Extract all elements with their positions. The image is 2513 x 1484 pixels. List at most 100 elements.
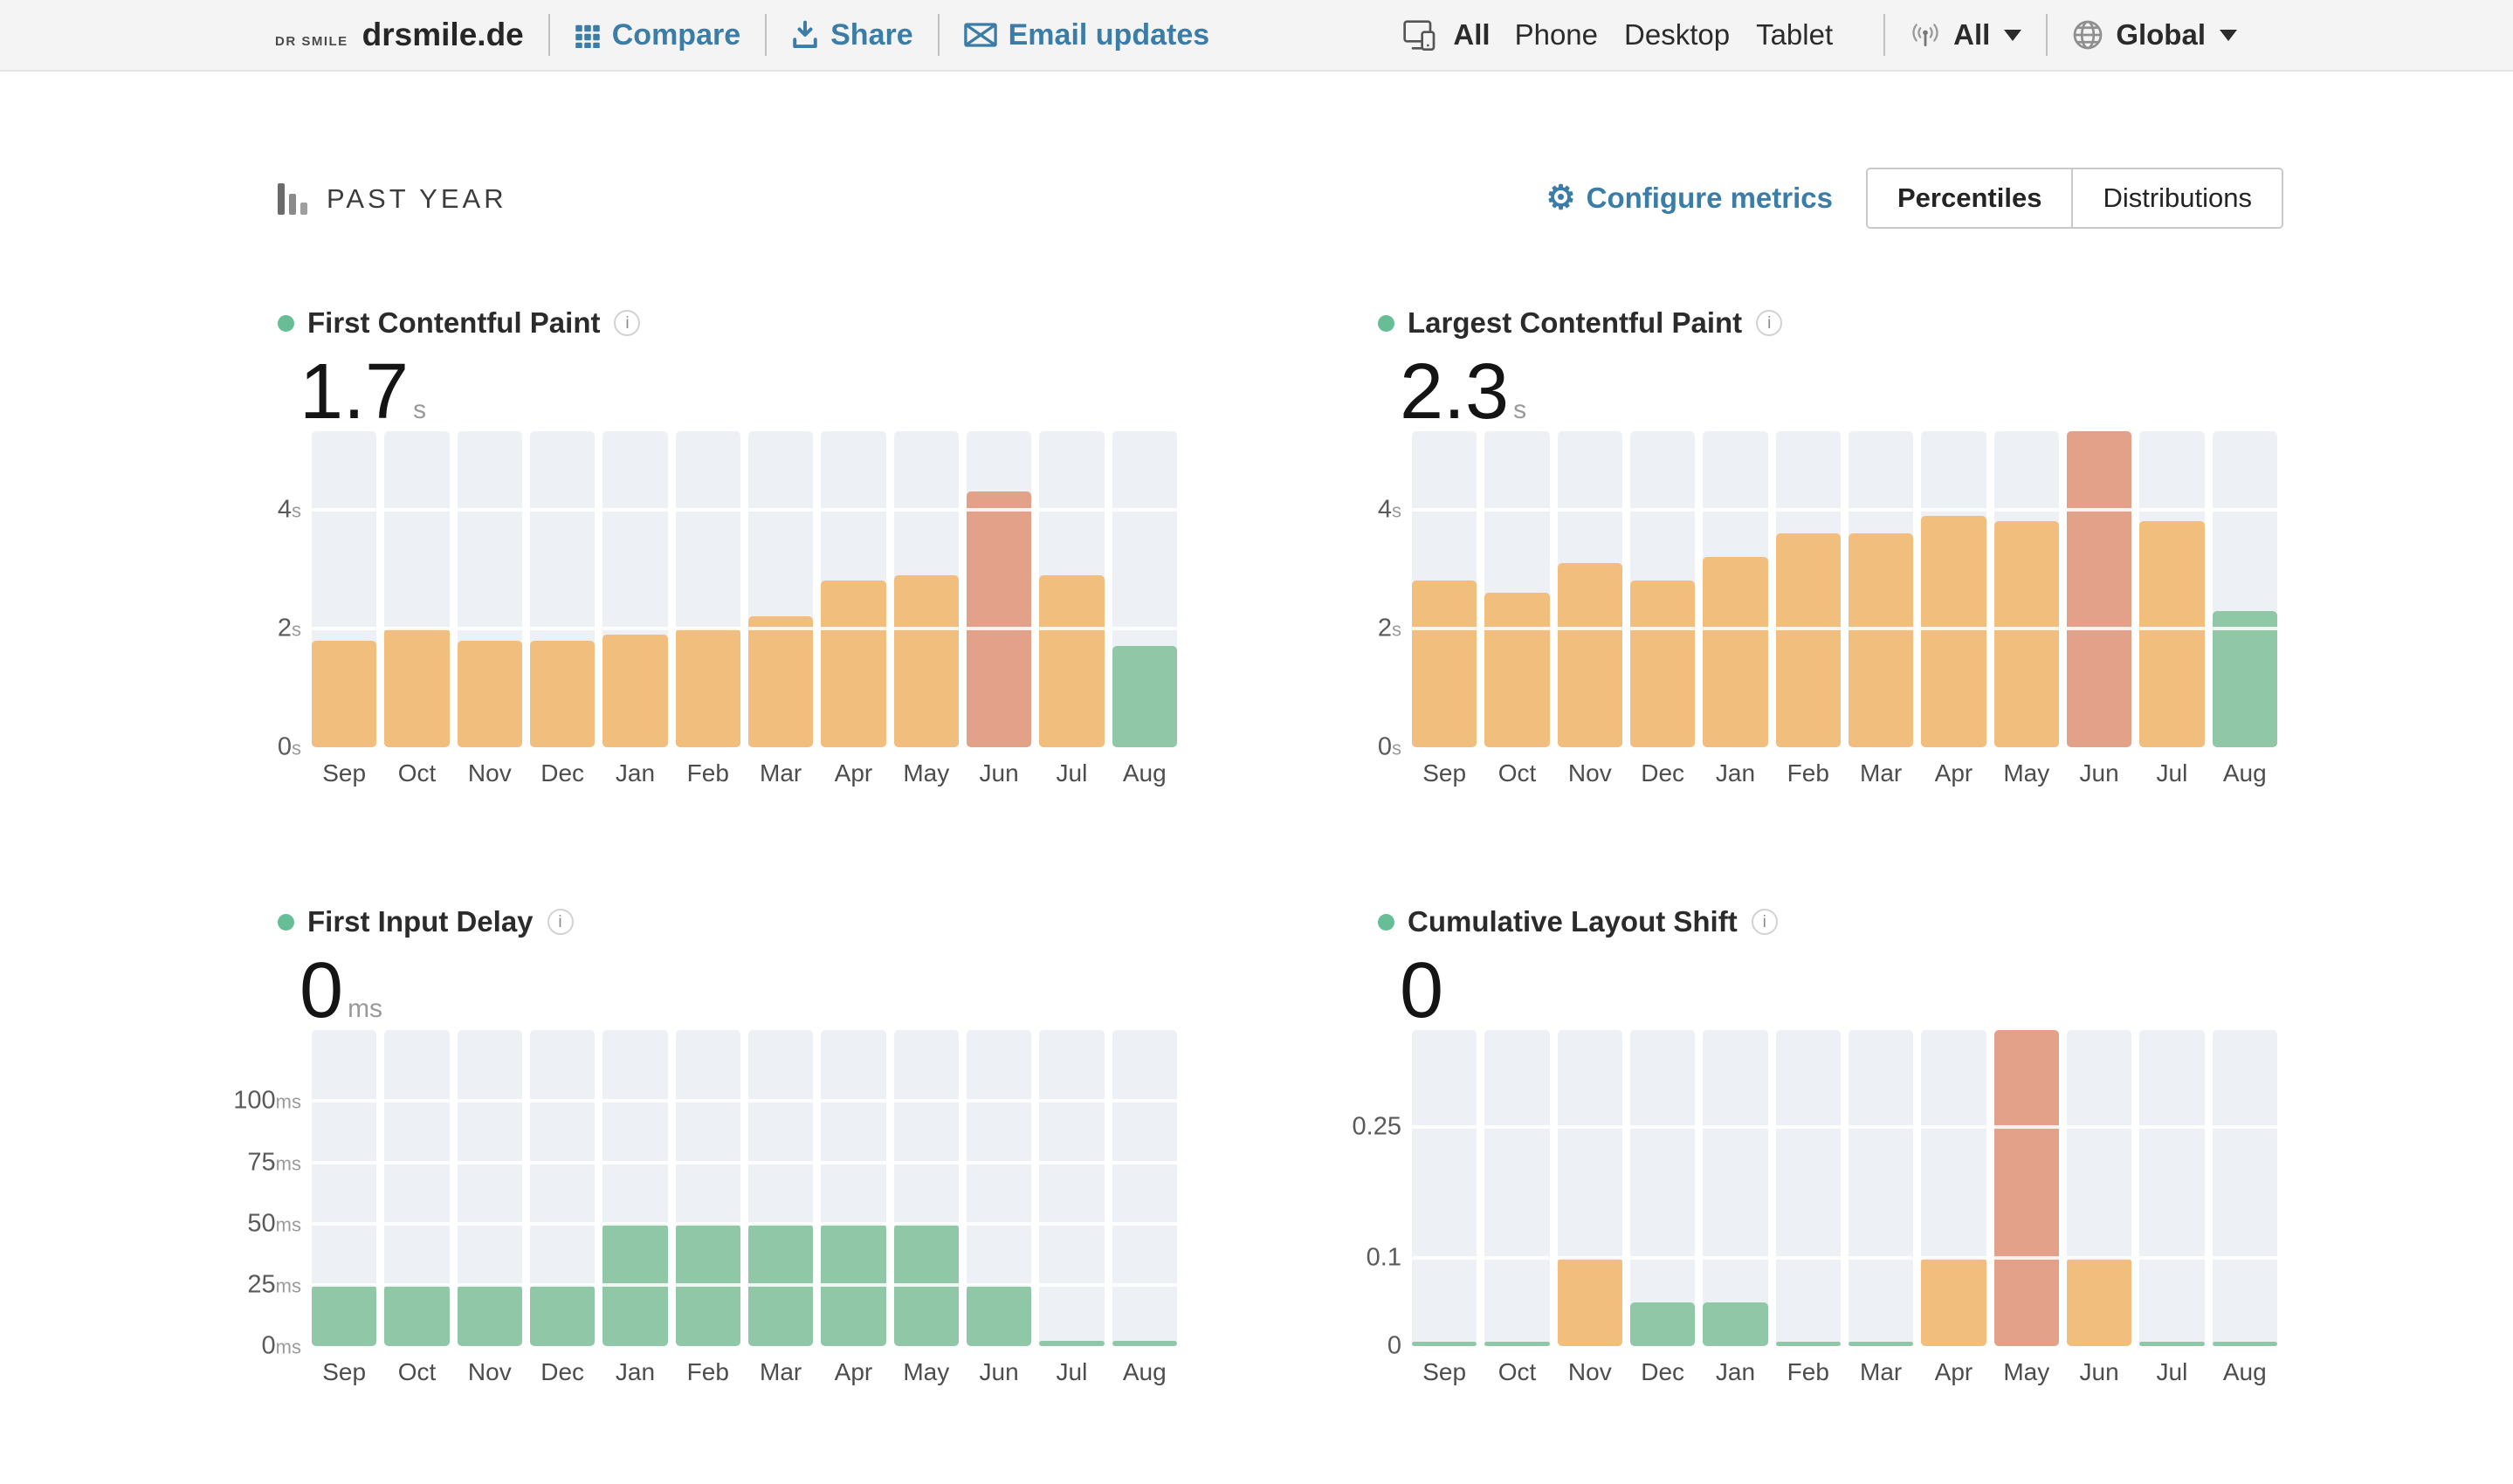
bar-good xyxy=(312,1284,377,1346)
x-label: Oct xyxy=(397,1358,437,1385)
bar-column-jul[interactable] xyxy=(1039,1030,1105,1346)
bar-column-may[interactable] xyxy=(893,1030,959,1346)
configure-metrics-button[interactable]: ⚙ Configure metrics xyxy=(1546,182,1833,215)
bar-column-oct[interactable] xyxy=(1484,1030,1550,1346)
region-dropdown[interactable]: Global xyxy=(2072,18,2237,52)
chart-header: First Input Delay i xyxy=(278,904,1177,939)
bar-column-may[interactable] xyxy=(1993,431,2059,747)
bar-column-mar[interactable] xyxy=(1848,431,1914,747)
bar-good xyxy=(1629,1302,1696,1346)
region-value: Global xyxy=(2116,18,2206,51)
chart-cumulative-layout-shift: Cumulative Layout Shift i 0 0.1 0.25 0 Sep… xyxy=(1353,904,2277,1386)
bar-column-dec[interactable] xyxy=(529,431,596,747)
bar-column-jan[interactable] xyxy=(602,1030,668,1346)
bar-column-aug[interactable] xyxy=(2212,1030,2277,1346)
headline-number: 0 xyxy=(299,947,344,1034)
device-filter-tablet[interactable]: Tablet xyxy=(1756,18,1834,51)
bar-column-sep[interactable] xyxy=(1412,1030,1477,1346)
bar-good xyxy=(1039,1341,1105,1346)
bar-column-feb[interactable] xyxy=(675,1030,740,1346)
info-icon[interactable]: i xyxy=(1756,310,1783,336)
bar-column-apr[interactable] xyxy=(1921,431,1986,747)
compare-button[interactable]: Compare xyxy=(575,18,740,52)
bar-column-jun[interactable] xyxy=(966,431,1032,747)
bar-column-sep[interactable] xyxy=(1412,431,1477,747)
device-filter-phone[interactable]: Phone xyxy=(1514,18,1599,51)
chevron-down-icon xyxy=(2220,29,2237,41)
bar-column-oct[interactable] xyxy=(384,1030,450,1346)
bar-column-jun[interactable] xyxy=(2066,1030,2132,1346)
bar-column-aug[interactable] xyxy=(1112,1030,1177,1346)
email-updates-button[interactable]: Email updates xyxy=(963,18,1209,52)
connection-dropdown[interactable]: All xyxy=(1910,18,2022,52)
share-button[interactable]: Share xyxy=(791,18,913,52)
bar-column-nov[interactable] xyxy=(457,1030,522,1346)
bar-column-jul[interactable] xyxy=(1039,431,1105,747)
info-icon[interactable]: i xyxy=(1751,909,1778,935)
bar-column-feb[interactable] xyxy=(1775,431,1841,747)
bar-column-aug[interactable] xyxy=(2212,431,2277,747)
bar-column-dec[interactable] xyxy=(1629,1030,1696,1346)
signal-icon xyxy=(1910,21,1941,49)
bar-good xyxy=(2212,1341,2277,1346)
tab-percentiles[interactable]: Percentiles xyxy=(1868,169,2072,227)
bar-column-jun[interactable] xyxy=(966,1030,1032,1346)
y-tick: 4s xyxy=(1377,495,1401,524)
download-icon xyxy=(791,20,819,50)
bar-column-jan[interactable] xyxy=(1703,431,1768,747)
bar-column-nov[interactable] xyxy=(1557,1030,1622,1346)
section-controls: ⚙ Configure metrics Percentiles Distribu… xyxy=(1546,168,2283,229)
bar-column-jun[interactable] xyxy=(2066,431,2132,747)
chart-largest-contentful-paint: Largest Contentful Paint i 2.3 s 2s 4s 0s … xyxy=(1378,306,2277,787)
bar-column-dec[interactable] xyxy=(529,1030,596,1346)
divider xyxy=(937,14,940,56)
bar-good xyxy=(2139,1341,2205,1346)
bar-column-feb[interactable] xyxy=(1775,1030,1841,1346)
bar-column-apr[interactable] xyxy=(821,431,886,747)
tab-distributions[interactable]: Distributions xyxy=(2071,169,2282,227)
bar-column-mar[interactable] xyxy=(1848,1030,1914,1346)
bar-column-feb[interactable] xyxy=(675,431,740,747)
bar-needs_improvement xyxy=(1993,521,2059,747)
bar-column-aug[interactable] xyxy=(1112,431,1177,747)
bar-column-dec[interactable] xyxy=(1629,431,1696,747)
bar-needs_improvement xyxy=(457,640,522,747)
bar-column-apr[interactable] xyxy=(1921,1030,1986,1346)
bar-column-may[interactable] xyxy=(1993,1030,2059,1346)
grid-icon xyxy=(575,22,601,48)
x-label: Jul xyxy=(1056,1358,1088,1385)
bar-needs_improvement xyxy=(312,640,377,747)
device-filter-desktop[interactable]: Desktop xyxy=(1624,18,1731,51)
info-icon[interactable]: i xyxy=(614,310,641,336)
bar-column-jan[interactable] xyxy=(1703,1030,1768,1346)
bar-column-jan[interactable] xyxy=(602,431,668,747)
x-axis-labels: Sep Oct Nov Dec Jan Feb Mar Apr May Jun Jul Aug xyxy=(1412,759,2277,787)
info-icon[interactable]: i xyxy=(547,909,574,935)
section-title: PAST YEAR xyxy=(327,183,507,214)
x-label: May xyxy=(903,1358,950,1385)
bar-column-nov[interactable] xyxy=(1557,431,1622,747)
bar-column-mar[interactable] xyxy=(747,1030,814,1346)
bar-column-apr[interactable] xyxy=(821,1030,886,1346)
devices-icon xyxy=(1402,19,1437,51)
y-tick-unit: ms xyxy=(275,1336,301,1358)
bar-column-jul[interactable] xyxy=(2139,431,2205,747)
y-tick-unit: s xyxy=(292,737,301,759)
bar-column-sep[interactable] xyxy=(312,431,377,747)
bar-column-may[interactable] xyxy=(893,431,959,747)
y-tick-unit: ms xyxy=(275,1213,301,1236)
bar-good xyxy=(1112,1341,1177,1346)
x-label: Dec xyxy=(540,1358,585,1385)
device-filter-all[interactable]: All xyxy=(1453,18,1491,51)
y-tick: 0.1 xyxy=(1366,1243,1401,1272)
bar-column-mar[interactable] xyxy=(747,431,814,747)
x-label: Apr xyxy=(1934,1358,1973,1385)
configure-metrics-label: Configure metrics xyxy=(1586,182,1833,214)
bar-column-jul[interactable] xyxy=(2139,1030,2205,1346)
bar-column-sep[interactable] xyxy=(312,1030,377,1346)
bar-column-nov[interactable] xyxy=(457,431,522,747)
bar-column-oct[interactable] xyxy=(1484,431,1550,747)
bar-column-oct[interactable] xyxy=(384,431,450,747)
x-label: Nov xyxy=(467,759,512,787)
status-dot xyxy=(278,314,294,332)
